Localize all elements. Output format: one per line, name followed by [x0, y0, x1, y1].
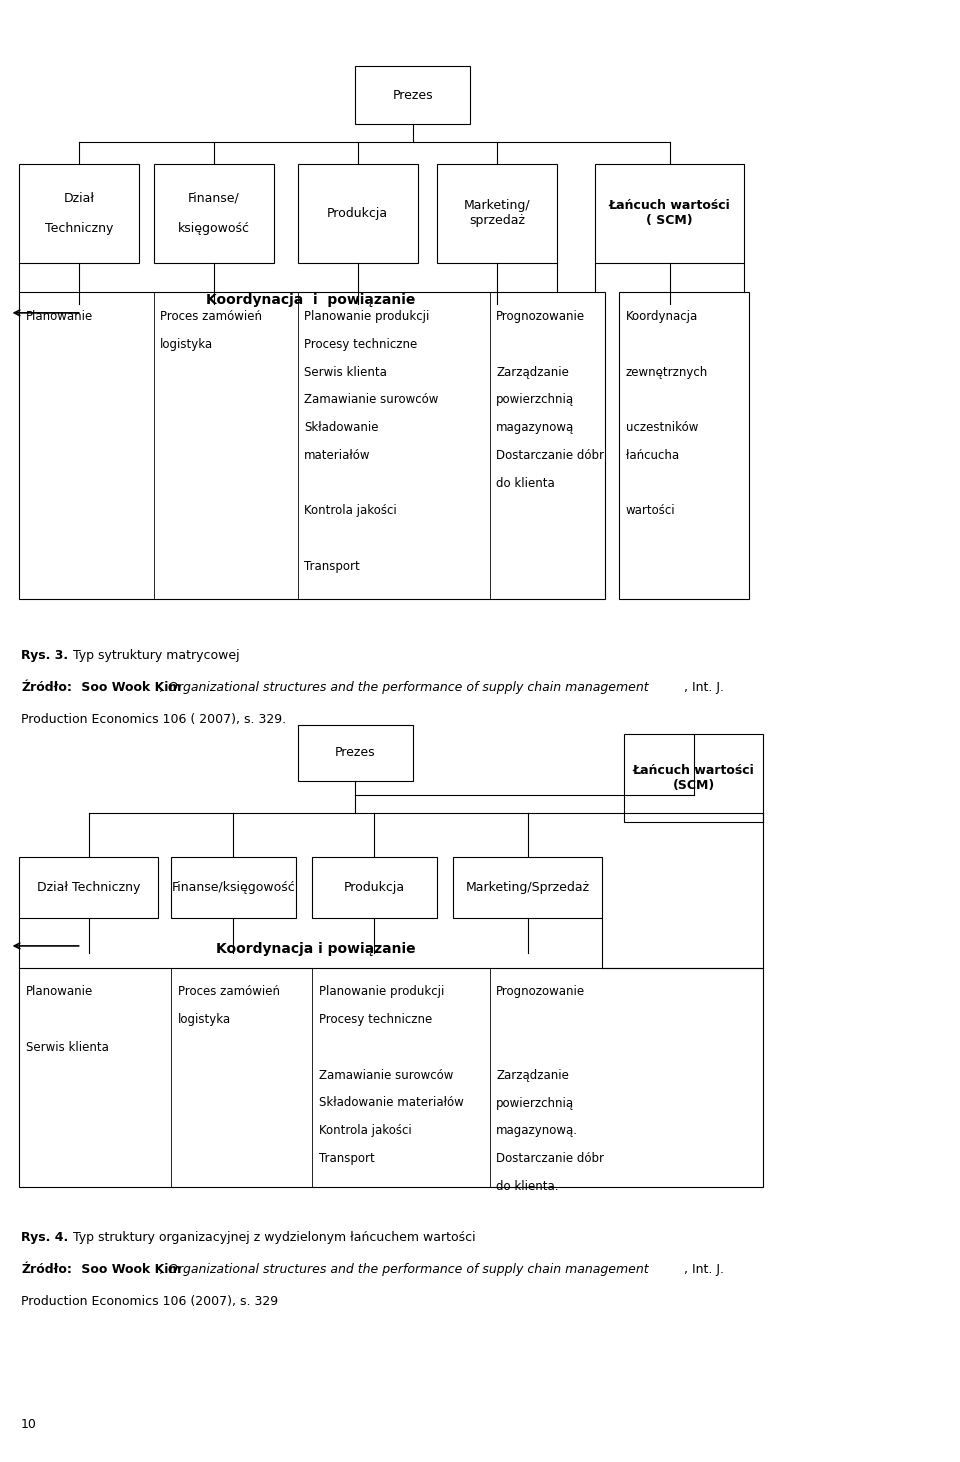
Text: Procesy techniczne: Procesy techniczne: [319, 1013, 432, 1026]
FancyBboxPatch shape: [312, 857, 437, 918]
Text: Koordynacja  i  powiązanie: Koordynacja i powiązanie: [206, 292, 416, 307]
FancyBboxPatch shape: [437, 164, 557, 263]
Text: Transport: Transport: [319, 1152, 374, 1165]
Text: Zarządzanie: Zarządzanie: [496, 366, 569, 379]
Text: Proces zamówień: Proces zamówień: [178, 985, 279, 999]
Text: powierzchnią: powierzchnią: [496, 1096, 574, 1110]
Text: Finanse/

księgowość: Finanse/ księgowość: [178, 192, 250, 235]
Text: magazynową: magazynową: [496, 421, 575, 434]
Text: Produkcja: Produkcja: [344, 882, 405, 893]
FancyBboxPatch shape: [595, 164, 744, 263]
Text: Źródło:: Źródło:: [21, 681, 72, 694]
Text: Serwis klienta: Serwis klienta: [26, 1041, 108, 1054]
Text: logistyka: logistyka: [160, 338, 213, 351]
Text: Serwis klienta: Serwis klienta: [304, 366, 387, 379]
Text: Production Economics 106 (2007), s. 329: Production Economics 106 (2007), s. 329: [21, 1295, 278, 1308]
FancyBboxPatch shape: [453, 857, 602, 918]
Text: Rys. 3.: Rys. 3.: [21, 649, 68, 662]
Text: uczestników: uczestników: [626, 421, 698, 434]
Text: Finanse/księgowość: Finanse/księgowość: [172, 882, 295, 893]
Text: Typ sytruktury matrycowej: Typ sytruktury matrycowej: [69, 649, 240, 662]
Text: Źródło:: Źródło:: [21, 1263, 72, 1276]
Text: , Organizational structures and the performance of supply chain management: , Organizational structures and the perf…: [160, 1263, 649, 1276]
Text: Zamawianie surowców: Zamawianie surowców: [304, 393, 439, 406]
Text: Soo Wook Kim: Soo Wook Kim: [77, 1263, 181, 1276]
Text: łańcucha: łańcucha: [626, 449, 679, 462]
Text: Proces zamówień: Proces zamówień: [160, 310, 262, 323]
Text: Marketing/Sprzedaż: Marketing/Sprzedaż: [466, 882, 589, 893]
FancyBboxPatch shape: [19, 292, 605, 599]
Text: do klienta: do klienta: [496, 477, 555, 490]
Text: Kontrola jakości: Kontrola jakości: [304, 504, 397, 518]
Text: logistyka: logistyka: [178, 1013, 230, 1026]
Text: Kontrola jakości: Kontrola jakości: [319, 1124, 412, 1137]
FancyBboxPatch shape: [619, 292, 749, 599]
Text: wartości: wartości: [626, 504, 676, 518]
Text: , Organizational structures and the performance of supply chain management: , Organizational structures and the perf…: [160, 681, 649, 694]
Text: Rys. 4.: Rys. 4.: [21, 1231, 68, 1244]
Text: Prezes: Prezes: [335, 747, 375, 759]
Text: Typ struktury organizacyjnej z wydzielonym łańcuchem wartości: Typ struktury organizacyjnej z wydzielon…: [69, 1231, 476, 1244]
Text: Dział

Techniczny: Dział Techniczny: [45, 192, 113, 235]
Text: Składowanie materiałów: Składowanie materiałów: [319, 1096, 464, 1110]
Text: Prezes: Prezes: [393, 89, 433, 101]
Text: Soo Wook Kim: Soo Wook Kim: [77, 681, 181, 694]
Text: Production Economics 106 ( 2007), s. 329.: Production Economics 106 ( 2007), s. 329…: [21, 713, 286, 727]
FancyBboxPatch shape: [19, 164, 139, 263]
Text: powierzchnią: powierzchnią: [496, 393, 574, 406]
Text: Marketing/
sprzedaż: Marketing/ sprzedaż: [464, 199, 530, 228]
Text: Transport: Transport: [304, 560, 360, 573]
Text: Procesy techniczne: Procesy techniczne: [304, 338, 418, 351]
Text: Składowanie: Składowanie: [304, 421, 379, 434]
Text: do klienta.: do klienta.: [496, 1180, 559, 1193]
FancyBboxPatch shape: [298, 725, 413, 781]
Text: Planowanie produkcji: Planowanie produkcji: [304, 310, 430, 323]
Text: materiałów: materiałów: [304, 449, 371, 462]
FancyBboxPatch shape: [19, 968, 763, 1187]
Text: Łańcuch wartości
( SCM): Łańcuch wartości ( SCM): [609, 199, 731, 228]
Text: Prognozowanie: Prognozowanie: [496, 985, 586, 999]
Text: , Int. J.: , Int. J.: [684, 1263, 724, 1276]
Text: Koordynacja i powiązanie: Koordynacja i powiązanie: [216, 942, 416, 956]
Text: Dostarczanie dóbr: Dostarczanie dóbr: [496, 449, 605, 462]
Text: Łańcuch wartości
(SCM): Łańcuch wartości (SCM): [633, 763, 755, 792]
Text: Planowanie: Planowanie: [26, 310, 93, 323]
Text: Planowanie: Planowanie: [26, 985, 93, 999]
Text: Prognozowanie: Prognozowanie: [496, 310, 586, 323]
FancyBboxPatch shape: [171, 857, 296, 918]
Text: Zarządzanie: Zarządzanie: [496, 1069, 569, 1082]
Text: Zamawianie surowców: Zamawianie surowców: [319, 1069, 453, 1082]
FancyBboxPatch shape: [624, 734, 763, 822]
Text: Planowanie produkcji: Planowanie produkcji: [319, 985, 444, 999]
FancyBboxPatch shape: [154, 164, 274, 263]
Text: magazynową.: magazynową.: [496, 1124, 578, 1137]
Text: zewnętrznych: zewnętrznych: [626, 366, 708, 379]
Text: 10: 10: [21, 1418, 37, 1431]
Text: Dział Techniczny: Dział Techniczny: [37, 882, 140, 893]
Text: Koordynacja: Koordynacja: [626, 310, 698, 323]
Text: , Int. J.: , Int. J.: [684, 681, 724, 694]
FancyBboxPatch shape: [355, 66, 470, 124]
FancyBboxPatch shape: [19, 857, 158, 918]
FancyBboxPatch shape: [298, 164, 418, 263]
Text: Produkcja: Produkcja: [327, 208, 388, 219]
Text: Dostarczanie dóbr: Dostarczanie dóbr: [496, 1152, 605, 1165]
